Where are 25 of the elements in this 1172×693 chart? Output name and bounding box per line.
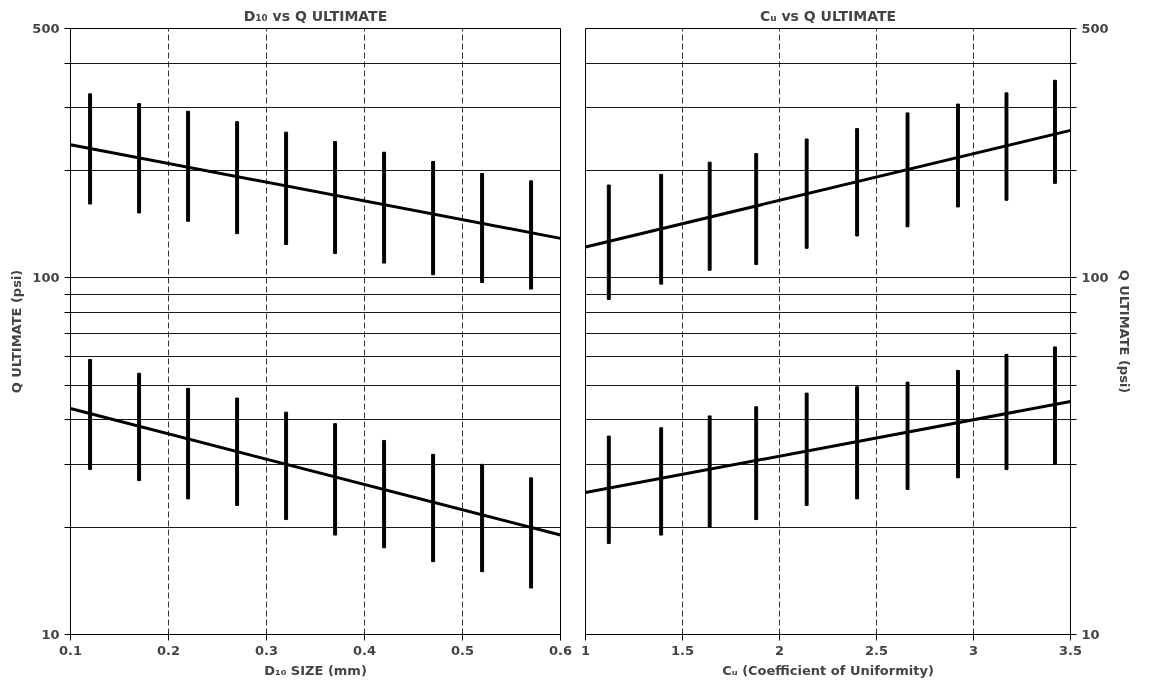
x-tick-label: 0.2 bbox=[156, 642, 181, 658]
y-tick-label: 10 bbox=[41, 627, 60, 642]
x-tick-label: 0.1 bbox=[58, 642, 83, 658]
chart-title: D₁₀ vs Q ULTIMATE bbox=[243, 7, 388, 24]
y-axis-title: Q ULTIMATE (psi) bbox=[9, 269, 25, 394]
x-axis-title: D₁₀ SIZE (mm) bbox=[264, 662, 367, 678]
x-tick-label: 0.4 bbox=[352, 642, 377, 658]
bar bbox=[284, 411, 289, 521]
x-tick-label: 3.5 bbox=[1058, 642, 1083, 658]
x-tick-label: 0.6 bbox=[548, 642, 573, 658]
x-axis-title: Cᵤ (Coefficient of Uniformity) bbox=[722, 662, 934, 678]
y-tick-label: 100 bbox=[32, 270, 60, 286]
chart-title: Cᵤ vs Q ULTIMATE bbox=[759, 7, 897, 24]
x-tick-label: 1 bbox=[580, 642, 591, 658]
x-tick-label: 3 bbox=[968, 642, 979, 658]
x-tick-label: 1.5 bbox=[670, 642, 695, 658]
y2-tick-label: 100 bbox=[1081, 270, 1109, 286]
y2-axis-title: Q ULTIMATE (psi) bbox=[1116, 269, 1132, 394]
x-tick-label: 0.3 bbox=[254, 642, 279, 658]
x-tick-label: 2.5 bbox=[864, 642, 889, 658]
y-tick-label: 500 bbox=[32, 21, 60, 36]
x-tick-label: 2 bbox=[774, 642, 785, 658]
x-tick-label: 0.5 bbox=[450, 642, 475, 658]
y2-tick-label: 10 bbox=[1081, 627, 1100, 642]
y2-tick-label: 500 bbox=[1081, 21, 1109, 36]
